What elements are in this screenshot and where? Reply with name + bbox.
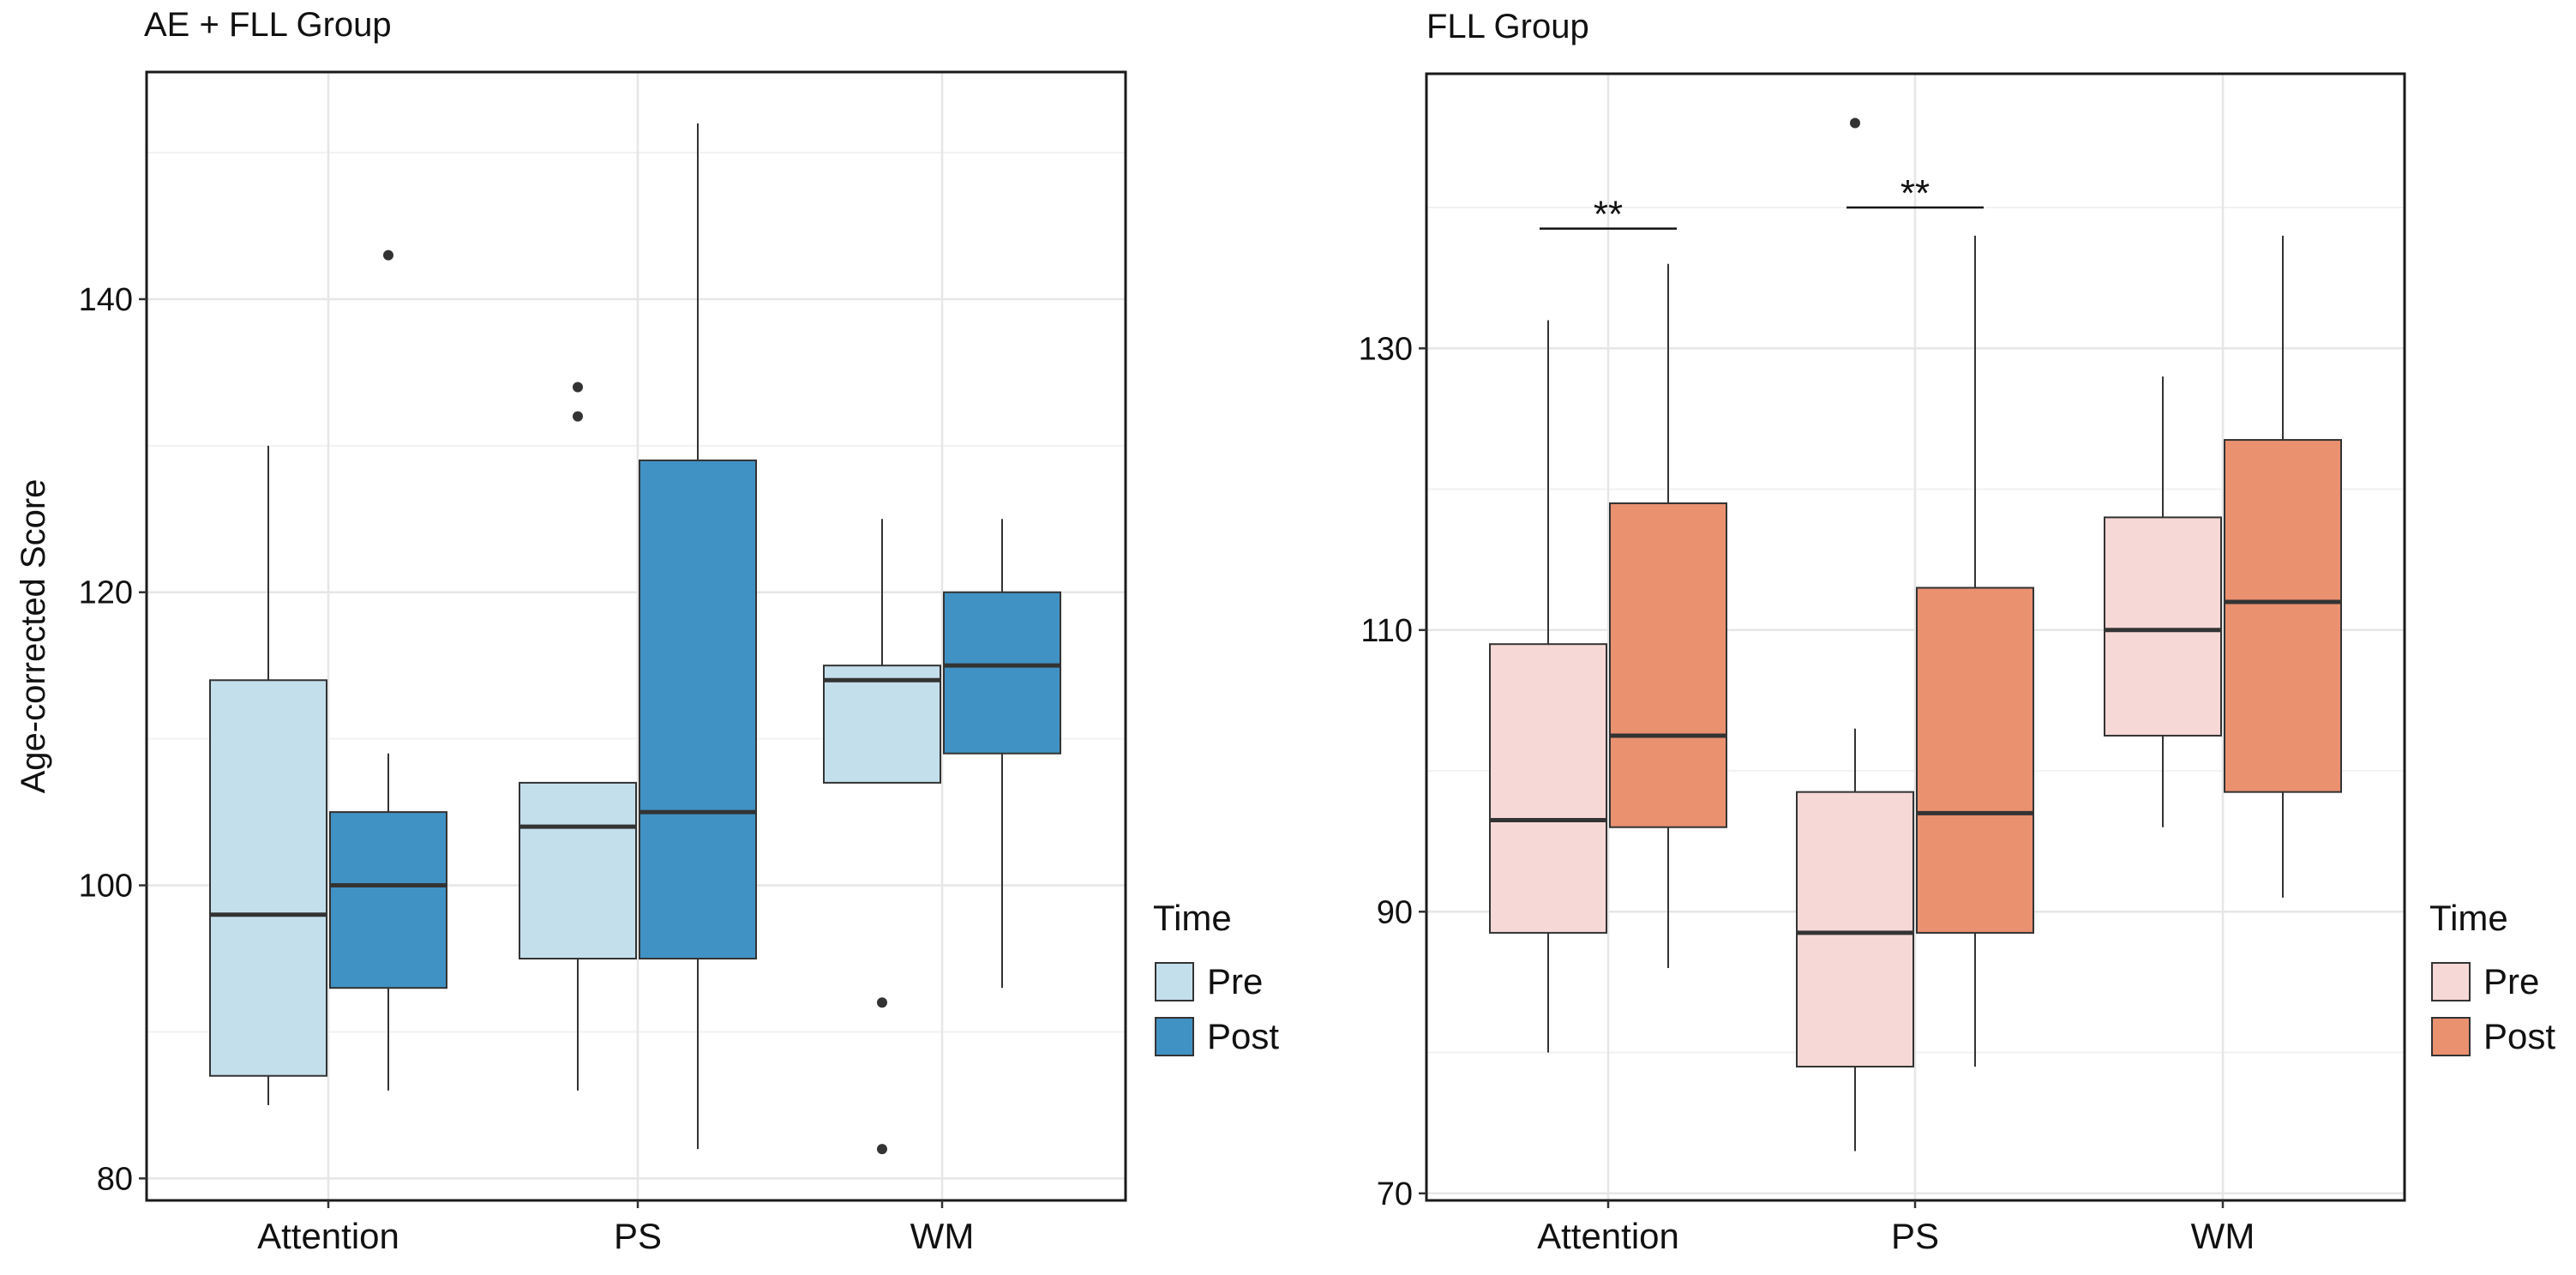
- legend-swatch-post: [2431, 1017, 2471, 1056]
- box-wm-pre: [823, 519, 941, 1155]
- legend-title: Time: [2429, 898, 2508, 938]
- iqr-box: [943, 591, 1061, 755]
- panel-title: FLL Group: [1426, 8, 1589, 45]
- x-tick-label: Attention: [1537, 1216, 1679, 1256]
- legend-swatch-pre: [2431, 962, 2471, 1001]
- chart-panel-ae-fll: 80 100 120 140 Attention PS WM AE + FLL Group Ag…: [15, 6, 1279, 1256]
- y-tick-label: 100: [79, 869, 133, 905]
- legend: Time Pre Post: [1153, 898, 1279, 1056]
- y-tick-label: 70: [1377, 1176, 1413, 1212]
- box-attention-pre: [209, 445, 327, 1105]
- iqr-box: [2104, 516, 2222, 737]
- legend: Time Pre Post: [2429, 898, 2555, 1056]
- x-tick-label: WM: [2191, 1216, 2255, 1256]
- panel-title: AE + FLL Group: [144, 6, 392, 44]
- legend-label-pre: Pre: [1207, 961, 1263, 1001]
- box-ps-pre: [519, 382, 637, 1091]
- box-wm-post: [943, 519, 1061, 989]
- x-tick-label: PS: [1891, 1216, 1939, 1256]
- box-ps-pre: [1796, 117, 1914, 1152]
- significance-stars: **: [1900, 172, 1930, 214]
- box-ps-post: [1916, 235, 2034, 1067]
- y-tick-label: 80: [97, 1161, 133, 1197]
- outlier-point: [877, 997, 887, 1008]
- outlier-point: [1850, 117, 1860, 129]
- legend-label-post: Post: [2483, 1016, 2555, 1056]
- y-tick-label: 130: [1359, 331, 1413, 367]
- outlier-point: [573, 411, 583, 422]
- box-wm-pre: [2104, 376, 2222, 827]
- x-tick-label: WM: [910, 1216, 975, 1256]
- y-axis-label: Age-corrected Score: [15, 479, 52, 794]
- panel-border: [145, 70, 1127, 1202]
- legend-label-pre: Pre: [2483, 961, 2539, 1001]
- significance-stars: **: [1594, 194, 1623, 236]
- legend-swatch-pre: [1155, 962, 1194, 1001]
- x-tick-label: PS: [614, 1216, 662, 1256]
- box-wm-post: [2224, 235, 2342, 898]
- iqr-box: [519, 781, 637, 960]
- iqr-box: [2224, 439, 2342, 793]
- iqr-box: [639, 459, 757, 959]
- iqr-box: [1609, 502, 1727, 828]
- y-tick-label: 120: [79, 575, 133, 611]
- y-tick-label: 140: [79, 282, 133, 318]
- y-tick-label: 110: [1360, 613, 1413, 649]
- outlier-point: [573, 382, 583, 393]
- iqr-box: [209, 679, 327, 1077]
- box-attention-pre: [1489, 320, 1607, 1053]
- iqr-box: [329, 811, 447, 989]
- legend-label-post: Post: [1207, 1016, 1279, 1056]
- legend-swatch-post: [1155, 1017, 1194, 1056]
- box-attention-post: [1609, 263, 1727, 968]
- x-tick-label: Attention: [257, 1216, 399, 1256]
- iqr-box: [1489, 643, 1607, 934]
- legend-title: Time: [1153, 898, 1232, 938]
- iqr-box: [823, 665, 941, 784]
- chart-panel-fll: ** ** 70 90 110 130 Attention PS WM FLL Group Time…: [1359, 8, 2556, 1256]
- iqr-box: [1916, 586, 2034, 934]
- iqr-box: [1796, 791, 1914, 1068]
- box-attention-post: [329, 250, 447, 1091]
- y-tick-label: 90: [1377, 894, 1413, 930]
- outlier-point: [383, 250, 393, 261]
- box-ps-post: [639, 123, 757, 1150]
- outlier-point: [877, 1144, 887, 1155]
